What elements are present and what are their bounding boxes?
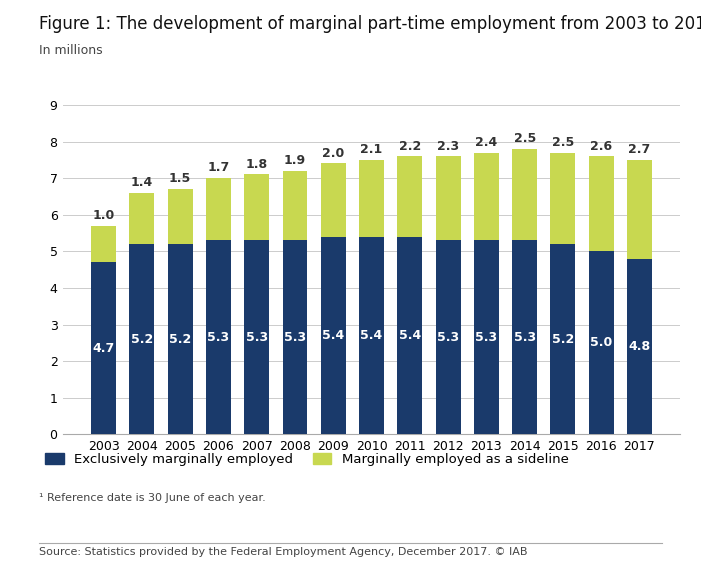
Text: 5.4: 5.4 [360, 329, 383, 342]
Legend: Exclusively marginally employed, Marginally employed as a sideline: Exclusively marginally employed, Margina… [45, 452, 569, 466]
Text: 1.9: 1.9 [284, 154, 306, 167]
Text: 5.2: 5.2 [130, 333, 153, 346]
Text: 2.5: 2.5 [514, 132, 536, 145]
Text: 2.4: 2.4 [475, 136, 498, 149]
Bar [512, 149, 537, 240]
Text: 2.5: 2.5 [552, 136, 574, 149]
Bar [283, 171, 308, 240]
Bar [435, 156, 461, 240]
Bar [91, 262, 116, 434]
Bar [550, 153, 576, 244]
Bar [512, 240, 537, 434]
Text: 1.0: 1.0 [93, 209, 115, 222]
Bar [168, 244, 193, 434]
Text: 1.7: 1.7 [207, 161, 229, 174]
Bar [244, 174, 269, 240]
Bar [589, 251, 613, 434]
Text: 5.3: 5.3 [514, 331, 536, 344]
Bar [244, 240, 269, 434]
Bar [359, 160, 384, 237]
Text: 2.0: 2.0 [322, 147, 344, 160]
Text: 2.7: 2.7 [628, 143, 651, 156]
Text: Figure 1: The development of marginal part-time employment from 2003 to 2017¹: Figure 1: The development of marginal pa… [39, 15, 701, 33]
Text: 4.8: 4.8 [628, 340, 651, 353]
Text: In millions: In millions [39, 44, 102, 57]
Text: 1.8: 1.8 [245, 158, 268, 171]
Text: 1.4: 1.4 [130, 176, 153, 189]
Bar [627, 259, 652, 434]
Text: Source: Statistics provided by the Federal Employment Agency, December 2017. © I: Source: Statistics provided by the Feder… [39, 547, 527, 557]
Bar [435, 240, 461, 434]
Bar [206, 178, 231, 240]
Text: 5.4: 5.4 [399, 329, 421, 342]
Text: 5.2: 5.2 [169, 333, 191, 346]
Bar [206, 240, 231, 434]
Bar [283, 240, 308, 434]
Bar [321, 237, 346, 434]
Text: ¹ Reference date is 30 June of each year.: ¹ Reference date is 30 June of each year… [39, 493, 265, 503]
Bar [474, 153, 499, 240]
Bar [627, 160, 652, 259]
Text: 5.2: 5.2 [552, 333, 574, 346]
Bar [321, 163, 346, 237]
Bar [91, 226, 116, 262]
Text: 5.4: 5.4 [322, 329, 344, 342]
Text: 2.6: 2.6 [590, 139, 612, 153]
Text: 5.3: 5.3 [245, 331, 268, 344]
Bar [168, 189, 193, 244]
Text: 2.3: 2.3 [437, 139, 459, 153]
Text: 2.2: 2.2 [399, 139, 421, 153]
Bar [397, 156, 422, 237]
Bar [474, 240, 499, 434]
Bar [130, 244, 154, 434]
Text: 5.3: 5.3 [284, 331, 306, 344]
Text: 1.5: 1.5 [169, 173, 191, 185]
Text: 5.3: 5.3 [207, 331, 229, 344]
Text: 5.3: 5.3 [437, 331, 459, 344]
Text: 4.7: 4.7 [93, 342, 115, 355]
Text: 5.3: 5.3 [475, 331, 498, 344]
Bar [589, 156, 613, 251]
Bar [397, 237, 422, 434]
Text: 5.0: 5.0 [590, 336, 613, 349]
Bar [130, 193, 154, 244]
Bar [550, 244, 576, 434]
Text: 2.1: 2.1 [360, 143, 383, 156]
Bar [359, 237, 384, 434]
